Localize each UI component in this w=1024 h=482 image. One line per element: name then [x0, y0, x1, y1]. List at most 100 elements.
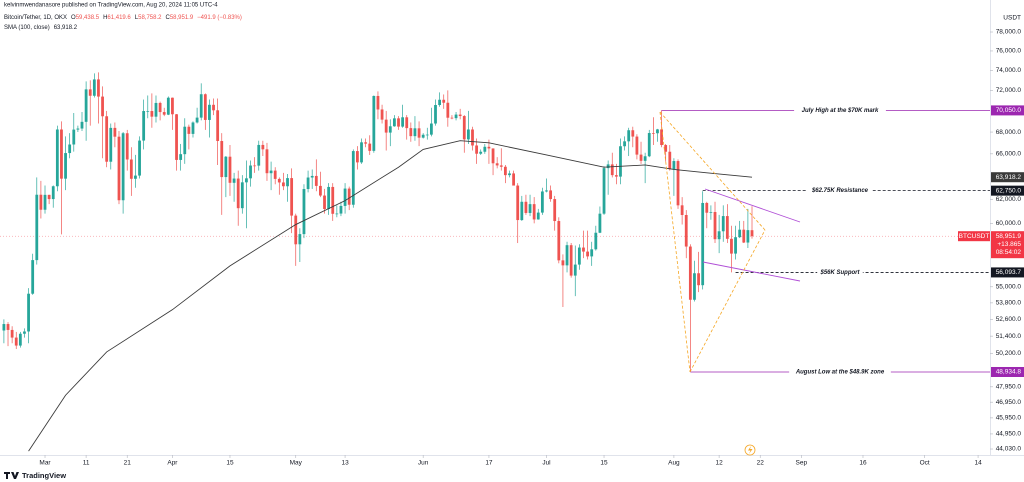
candle-body — [331, 186, 335, 214]
y-tick-label: 74,000.0 — [996, 67, 1022, 74]
candle-body — [2, 324, 6, 331]
candle-body — [72, 129, 76, 145]
candle-body — [495, 163, 499, 166]
candle-body — [216, 110, 220, 142]
candle-body — [524, 201, 528, 213]
candle-body — [92, 79, 96, 96]
annotation-bg — [789, 367, 891, 376]
price-tag-label: 62,750.0 — [996, 187, 1022, 194]
candle-body — [594, 232, 598, 250]
candle-body — [417, 128, 421, 138]
channel-upper — [704, 188, 801, 223]
candle-body — [347, 188, 351, 205]
candle-body — [742, 229, 746, 243]
candle-body — [664, 145, 668, 152]
candle-body — [150, 111, 154, 117]
candle-body — [351, 151, 355, 205]
candle-body — [450, 117, 454, 119]
x-tick-label: 15 — [600, 460, 608, 467]
x-tick-label: 13 — [341, 460, 349, 467]
x-tick-label: Aug — [668, 460, 680, 467]
annotation-bg — [817, 268, 863, 277]
candle-body — [339, 205, 343, 214]
candle-body — [35, 194, 39, 261]
y-tick-label: 68,000.0 — [996, 129, 1022, 136]
candle-body — [257, 144, 261, 166]
candle-body — [384, 119, 388, 133]
candle-body — [401, 117, 405, 127]
candle-body — [491, 148, 495, 164]
candle-body — [721, 216, 725, 232]
x-tick-label: 22 — [757, 460, 765, 467]
candle-body — [738, 229, 742, 238]
candle-body — [709, 211, 713, 213]
candle-body — [528, 204, 532, 213]
candle-body — [220, 141, 224, 178]
candle-body — [421, 134, 425, 138]
x-tick-label: 17 — [485, 460, 493, 467]
y-tick-label: 51,400.0 — [996, 333, 1022, 340]
ohlc-value: 58,951.9 — [170, 15, 194, 21]
triangle-edge — [659, 111, 691, 373]
candle-body — [356, 151, 359, 163]
candle-body — [290, 178, 294, 216]
x-tick-label: 16 — [859, 460, 867, 467]
candle-body — [64, 153, 67, 179]
ohlc-value: 61,419.6 — [107, 15, 131, 21]
x-tick-label: 21 — [124, 460, 132, 467]
candle-body — [232, 178, 236, 183]
candle-body — [380, 109, 384, 120]
price-tag — [991, 105, 1024, 116]
candle-body — [23, 331, 26, 334]
candle-body — [660, 129, 663, 146]
candle-body — [545, 190, 548, 192]
candle-body — [627, 130, 631, 142]
candle-body — [635, 136, 639, 155]
candle-body — [265, 149, 269, 174]
candle-body — [503, 166, 507, 176]
symbol-legend: Bitcoin/Tether, 1D, OKX O59,438.5 H61,419.… — [4, 15, 242, 21]
candle-body — [306, 177, 310, 190]
brand: TradingView — [22, 471, 66, 480]
candle-body — [88, 89, 92, 96]
candle-body — [282, 182, 285, 187]
candle-body — [458, 114, 462, 117]
candle-body — [314, 175, 318, 186]
candle-body — [166, 97, 170, 115]
annotation-bg — [807, 186, 873, 195]
candle-body — [590, 249, 594, 257]
candle-body — [614, 175, 618, 177]
candle-body — [713, 211, 717, 240]
alert-icon — [744, 444, 756, 456]
annotation-text: August Low at the $48.9K zone — [795, 370, 885, 376]
candle-body — [224, 156, 228, 178]
candle-body — [602, 168, 606, 214]
candle-body — [212, 104, 215, 111]
candle-body — [701, 202, 705, 286]
y-tick-label: 78,000.0 — [996, 29, 1022, 36]
candle-body — [553, 199, 557, 222]
last-price-tag — [991, 231, 1024, 259]
candle-body — [561, 260, 565, 266]
y-tick-label: 60,000.0 — [996, 220, 1022, 227]
annotation-bg — [794, 106, 886, 115]
candle-body — [462, 116, 466, 140]
candle-body — [14, 337, 18, 346]
x-tick-label: Apr — [167, 460, 178, 467]
candle-body — [643, 156, 647, 161]
x-tick-label: Oct — [920, 460, 930, 467]
candle-body — [376, 95, 380, 110]
candle-body — [442, 99, 446, 103]
candle-body — [146, 111, 150, 112]
x-tick-label: Jul — [542, 460, 551, 467]
change: −491.9 (−0.83%) — [197, 15, 242, 21]
candle-body — [577, 247, 581, 265]
candle-body — [195, 117, 199, 123]
candle-body — [236, 178, 240, 209]
candle-body — [656, 129, 659, 134]
candle-body — [446, 102, 450, 118]
candle-body — [672, 161, 676, 170]
candle-body — [18, 333, 22, 346]
